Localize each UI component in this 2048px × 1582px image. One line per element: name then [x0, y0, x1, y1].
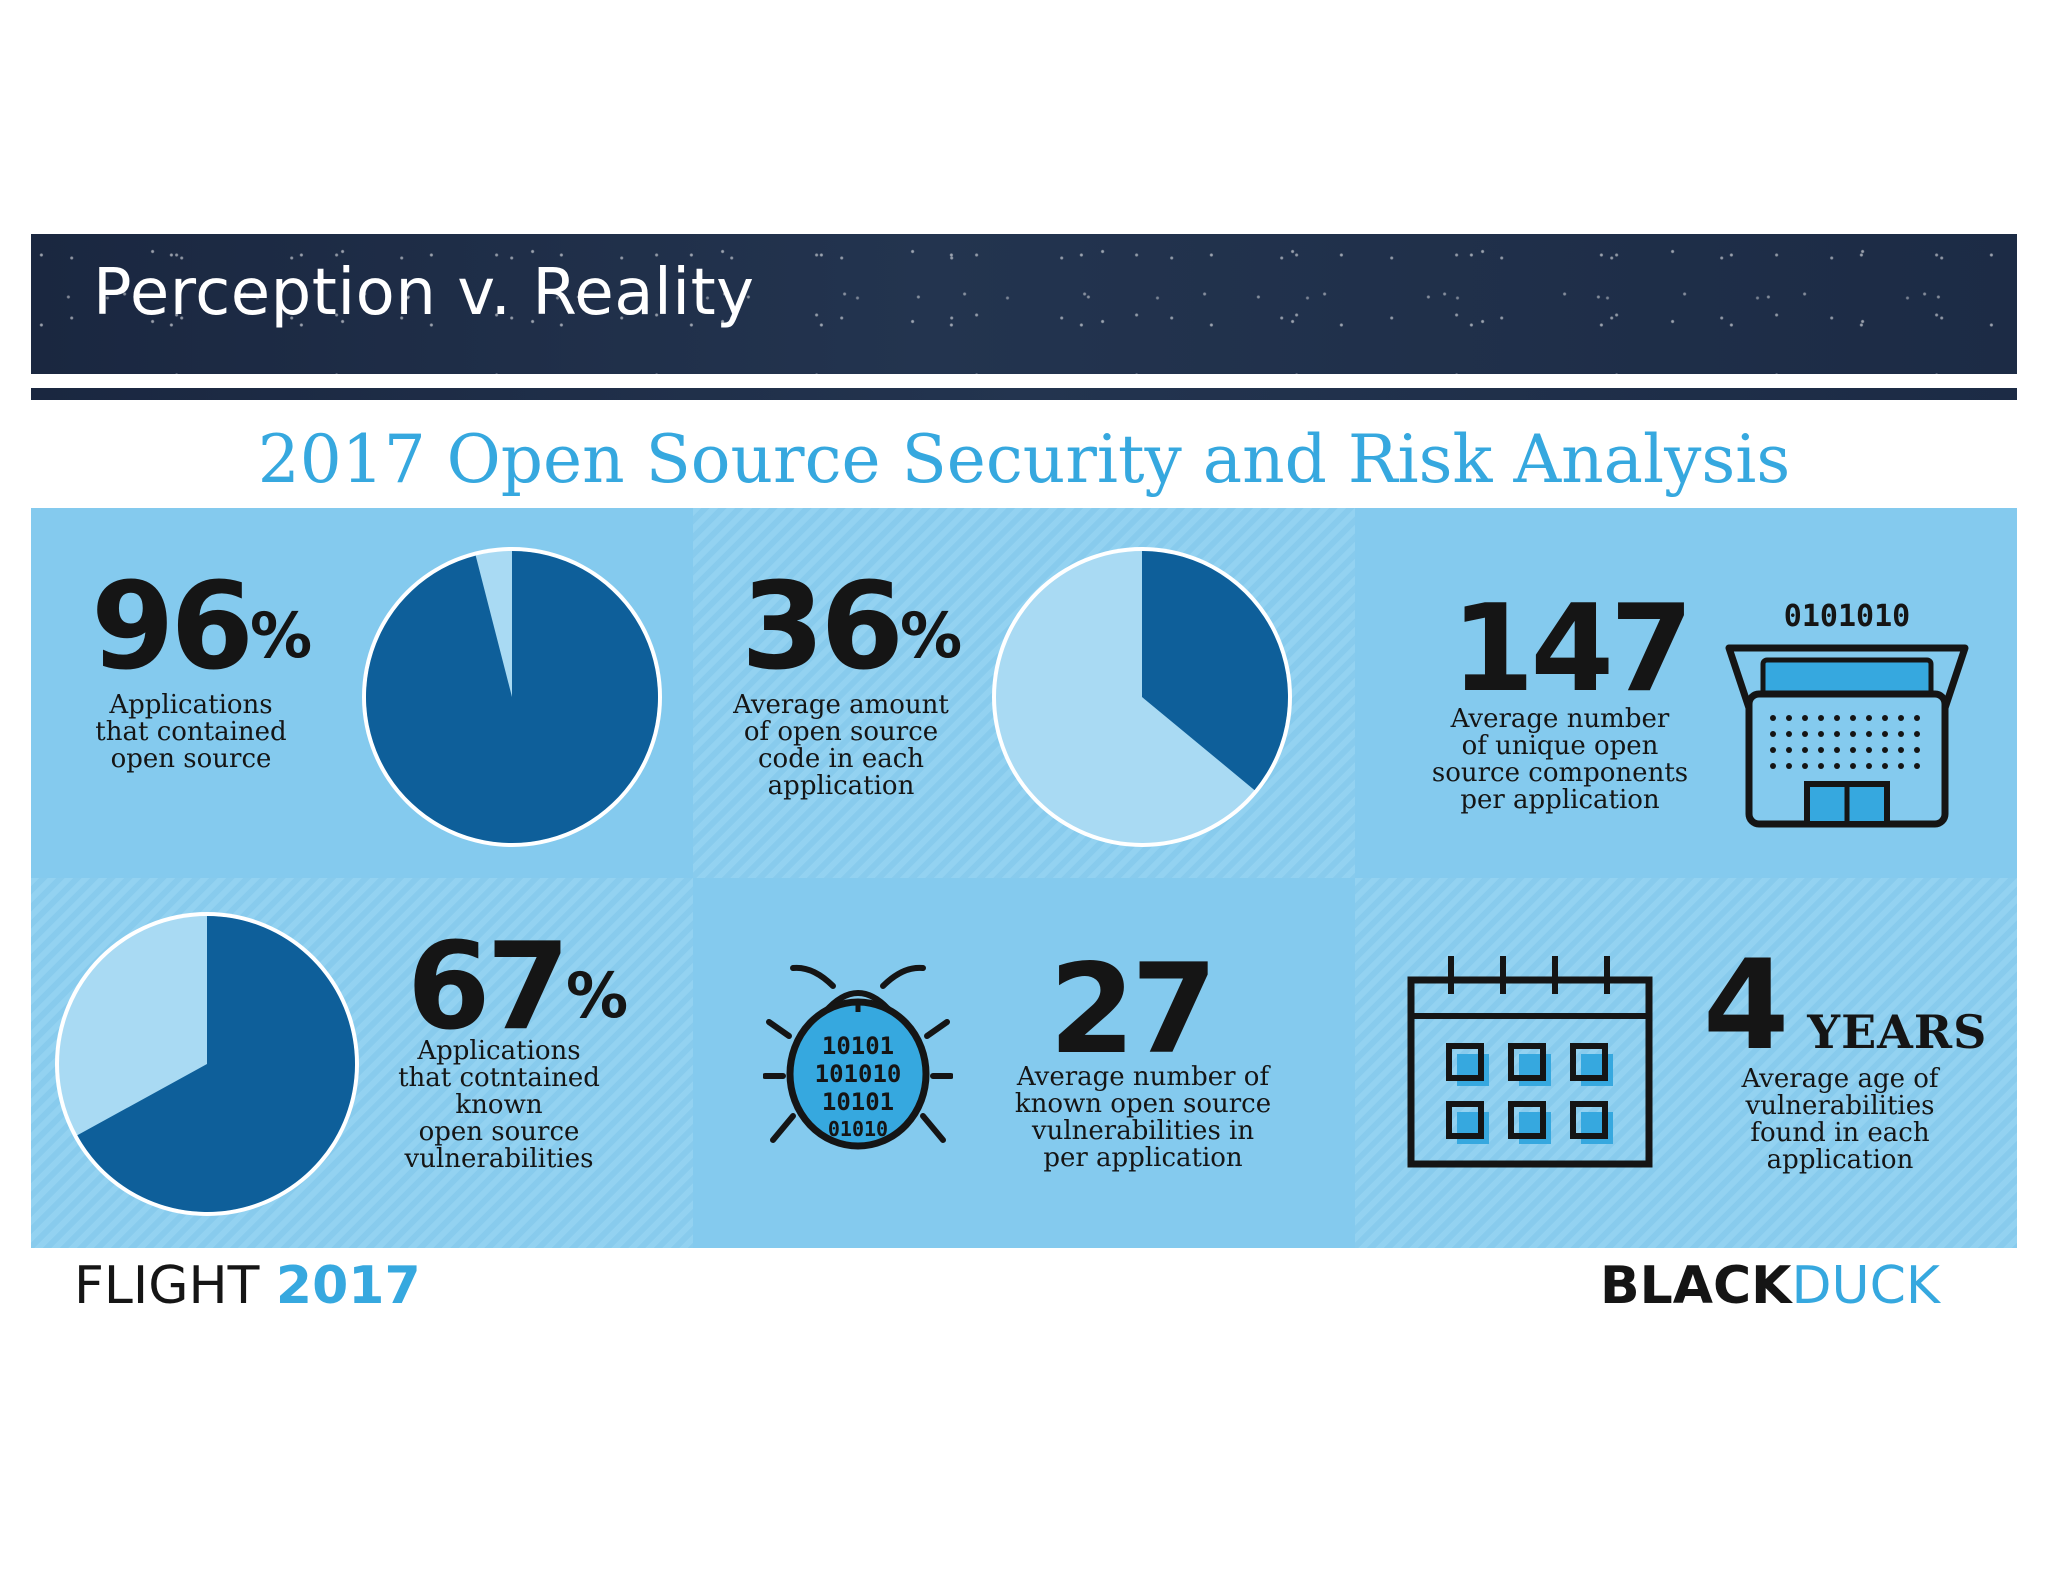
- stat-card-components: 147 Average number of unique open source…: [1355, 508, 2017, 878]
- stat-value: 4 YEARS: [1703, 934, 1988, 1078]
- header-banner: Perception v. Reality: [31, 234, 2017, 374]
- page-title: Perception v. Reality: [93, 256, 755, 330]
- stat-description: Applications that contained open source: [95, 690, 287, 774]
- event-logo-word: FLIGHT: [74, 1256, 260, 1316]
- laptop-bits: 0101010: [1784, 599, 1910, 634]
- pie-chart-36: [992, 547, 1292, 847]
- bug-bits: 01010: [828, 1117, 888, 1141]
- pie-slice-value: [365, 551, 658, 843]
- pie-chart-96: [362, 547, 662, 847]
- calendar-icon: [1407, 956, 1653, 1168]
- bug-bits: 10101: [822, 1032, 894, 1060]
- stat-value: 36%: [741, 558, 963, 697]
- bug-bits: 101010: [815, 1060, 902, 1088]
- stats-grid: 96% Applications that contained open sou…: [31, 508, 2017, 1248]
- stat-card-open-source-code: 36% Average amount of open source code i…: [693, 508, 1355, 878]
- stat-value: 67%: [407, 918, 629, 1057]
- infographic-title: 2017 Open Source Security and Risk Analy…: [257, 421, 1791, 498]
- brand-logo-word-2: DUCK: [1791, 1256, 1940, 1316]
- stat-card-open-source-usage: 96% Applications that contained open sou…: [31, 508, 693, 878]
- bug-bits: 10101: [822, 1088, 894, 1116]
- pie-slice-value: [77, 916, 355, 1212]
- stat-description: Average amount of open source code in ea…: [733, 690, 949, 801]
- header-stripe: [31, 388, 2017, 400]
- stat-card-vulnerability-age: 4 YEARS Average age of vulnerabilities fo…: [1355, 878, 2017, 1248]
- event-logo-year: 2017: [275, 1256, 421, 1316]
- bug-icon: 10101 101010 10101 01010: [763, 964, 953, 1150]
- brand-logo-word-1: BLACK: [1600, 1256, 1792, 1316]
- stat-description: Average age of vulnerabilities found in …: [1741, 1064, 1939, 1175]
- pie-slice-value: [1142, 551, 1288, 791]
- pie-chart-67: [55, 912, 359, 1216]
- stat-card-vulnerabilities-count: 10101 101010 10101 01010 27 Average numb…: [693, 878, 1355, 1248]
- stat-card-vulnerable-apps: 67% Applications that cotntained known o…: [31, 878, 693, 1248]
- stat-description: Average number of unique open source com…: [1431, 704, 1689, 815]
- stat-value: 27: [1049, 938, 1218, 1082]
- stat-description: Applications that cotntained known open …: [398, 1036, 600, 1174]
- stat-value: 147: [1451, 580, 1693, 719]
- laptop-icon: 0101010: [1725, 599, 1969, 828]
- stat-description: Average number of known open source vuln…: [1014, 1062, 1272, 1173]
- stat-value: 96%: [91, 558, 313, 697]
- event-logo: FLIGHT 2017: [74, 1256, 421, 1316]
- brand-logo: BLACKDUCK: [1600, 1256, 1940, 1316]
